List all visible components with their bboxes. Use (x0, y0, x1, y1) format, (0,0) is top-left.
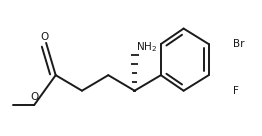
Text: F: F (233, 86, 239, 96)
Text: O: O (30, 92, 38, 102)
Text: NH$_2$: NH$_2$ (136, 40, 157, 54)
Text: O: O (41, 32, 49, 42)
Text: Br: Br (233, 39, 245, 49)
